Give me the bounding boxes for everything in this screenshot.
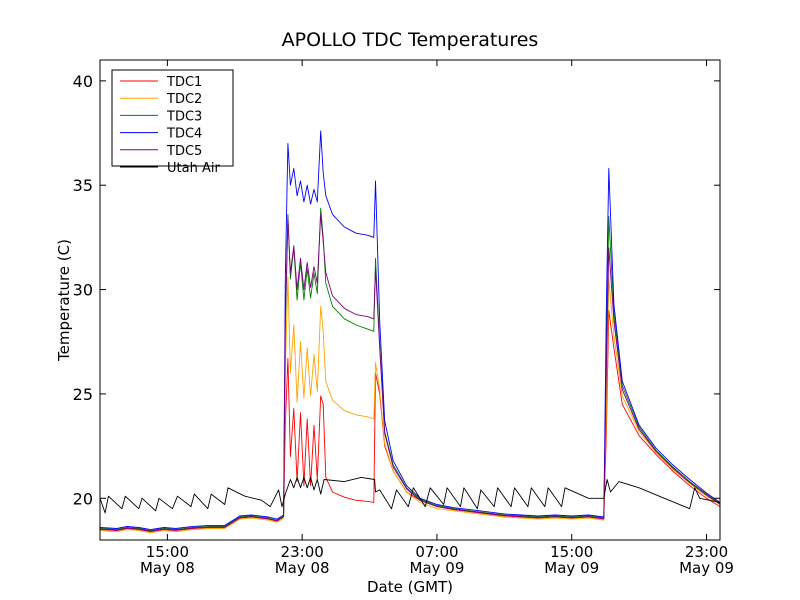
y-axis-label: Temperature (C): [55, 239, 73, 362]
chart-title: APOLLO TDC Temperatures: [282, 29, 539, 51]
x-tick-date-label-3: May 09: [544, 559, 599, 577]
x-tick-date-label-1: May 08: [275, 559, 330, 577]
x-axis-label: Date (GMT): [367, 578, 453, 596]
x-tick-time-label-2: 07:00: [415, 543, 458, 561]
x-tick-time-label-0: 15:00: [146, 543, 189, 561]
series-line-utah-air: [100, 476, 720, 514]
series-line-tdc2: [100, 276, 720, 534]
x-tick-time-label-1: 23:00: [281, 543, 324, 561]
legend-label-tdc1: TDC1: [166, 75, 202, 90]
x-tick-date-label-2: May 09: [410, 559, 465, 577]
x-tick-date-label-0: May 08: [140, 559, 195, 577]
legend-items: TDC1 TDC2 TDC3 TDC4 TDC5 Utah Air: [120, 75, 220, 176]
legend-label-tdc2: TDC2: [166, 92, 202, 107]
x-tick-date-label-4: May 09: [679, 559, 734, 577]
y-tick-label-20: 20: [73, 489, 93, 508]
legend-label-tdc4: TDC4: [166, 127, 202, 142]
legend-label-utah-air: Utah Air: [167, 161, 220, 176]
y-tick-label-25: 25: [73, 385, 93, 404]
plot-area: [99, 59, 721, 541]
series-line-tdc5: [100, 213, 720, 532]
x-tick-time-label-3: 15:00: [550, 543, 593, 561]
x-tick-time-label-4: 23:00: [685, 543, 728, 561]
y-tick-label-35: 35: [73, 176, 93, 195]
plot-frame: [99, 59, 721, 541]
y-tick-label-30: 30: [73, 281, 93, 300]
y-tick-label-40: 40: [73, 72, 93, 91]
legend: TDC1 TDC2 TDC3 TDC4 TDC5 Utah Air: [111, 69, 234, 176]
legend-label-tdc5: TDC5: [166, 144, 202, 159]
legend-label-tdc3: TDC3: [166, 109, 202, 124]
series-layer: [100, 130, 720, 534]
